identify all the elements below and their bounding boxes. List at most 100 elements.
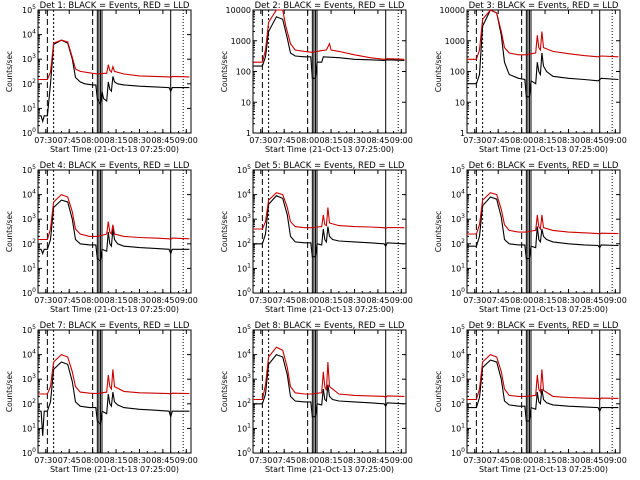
y-tick-label: 10000 — [440, 6, 465, 15]
chart-title: Det 6: BLACK = Events, RED = LLD — [469, 161, 619, 171]
x-tick-label: 07:45 — [487, 136, 510, 145]
x-tick-label: 07:45 — [273, 296, 296, 305]
series-line-events — [253, 16, 405, 79]
y-tick-label: 100 — [237, 447, 251, 458]
y-tick-exponent: 0 — [461, 287, 465, 294]
x-tick-label: 08:30 — [557, 136, 580, 145]
x-tick-label: 09:00 — [175, 456, 198, 465]
y-tick-label: 104 — [22, 349, 36, 360]
x-tick-label: 07:45 — [58, 136, 81, 145]
plot-frame — [252, 9, 407, 134]
x-axis-label: Start Time (21-Oct-13 07:25:00) — [265, 145, 394, 154]
x-tick-label: 08:15 — [105, 296, 128, 305]
y-tick-exponent: 5 — [32, 324, 36, 331]
series-line-lld — [467, 192, 619, 235]
x-tick-label: 09:00 — [604, 296, 627, 305]
x-tick-label: 09:00 — [390, 296, 413, 305]
x-tick-label: 09:00 — [604, 136, 627, 145]
series-line-lld — [38, 193, 190, 241]
chart-title: Det 4: BLACK = Events, RED = LLD — [40, 161, 190, 171]
x-tick-label: 08:00 — [81, 136, 104, 145]
y-tick-label: 102 — [22, 238, 36, 249]
x-tick-label: 08:45 — [151, 296, 174, 305]
x-tick-label: 07:30 — [249, 296, 272, 305]
series-line-lld — [253, 346, 405, 401]
y-axis-label: Counts/sec — [434, 51, 443, 92]
y-tick-label: 104 — [22, 29, 36, 40]
series-line-lld — [253, 192, 405, 230]
series-line-events — [467, 9, 619, 98]
y-tick-label: 100 — [22, 127, 36, 138]
y-tick-exponent: 2 — [461, 238, 465, 245]
y-tick-label: 101 — [22, 262, 36, 273]
x-tick-label: 08:45 — [366, 456, 389, 465]
y-tick-exponent: 0 — [461, 447, 465, 454]
chart-title: Det 9: BLACK = Events, RED = LLD — [469, 321, 619, 331]
y-tick-label: 100 — [236, 68, 251, 77]
x-tick-label: 08:15 — [320, 296, 343, 305]
x-axis-label: Start Time (21-Oct-13 07:25:00) — [50, 145, 179, 154]
y-tick-label: 1000 — [231, 37, 251, 46]
y-axis-label: Counts/sec — [5, 211, 14, 252]
y-tick-exponent: 5 — [247, 324, 251, 331]
x-tick-label: 08:30 — [128, 456, 151, 465]
x-tick-label: 08:30 — [128, 296, 151, 305]
y-tick-exponent: 4 — [32, 29, 36, 36]
x-tick-label: 09:00 — [175, 136, 198, 145]
x-tick-label: 07:30 — [463, 296, 486, 305]
x-tick-label: 09:00 — [390, 456, 413, 465]
series-line-lld — [467, 353, 619, 401]
x-tick-label: 08:30 — [343, 456, 366, 465]
x-tick-label: 08:45 — [151, 456, 174, 465]
y-tick-label: 101 — [22, 102, 36, 113]
x-tick-label: 09:00 — [604, 456, 627, 465]
series-line-lld — [467, 9, 619, 60]
y-tick-exponent: 4 — [247, 349, 251, 356]
x-tick-label: 08:00 — [296, 456, 319, 465]
y-tick-exponent: 5 — [461, 324, 465, 331]
y-tick-label: 101 — [451, 262, 465, 273]
y-tick-label: 103 — [451, 213, 465, 224]
chart-title: Det 1: BLACK = Events, RED = LLD — [40, 1, 190, 11]
plot-frame — [252, 329, 407, 454]
chart-title: Det 3: BLACK = Events, RED = LLD — [469, 1, 619, 11]
x-tick-label: 08:15 — [105, 456, 128, 465]
y-tick-exponent: 2 — [32, 78, 36, 85]
chart-title: Det 5: BLACK = Events, RED = LLD — [255, 161, 405, 171]
y-tick-exponent: 2 — [247, 238, 251, 245]
x-tick-label: 08:45 — [580, 456, 603, 465]
y-tick-label: 105 — [237, 164, 251, 175]
y-tick-exponent: 3 — [461, 213, 465, 220]
y-tick-exponent: 1 — [32, 102, 36, 109]
plot-frame — [37, 169, 192, 294]
x-tick-label: 08:00 — [296, 136, 319, 145]
x-tick-label: 08:15 — [320, 136, 343, 145]
series-line-events — [38, 361, 190, 436]
y-tick-label: 104 — [451, 349, 465, 360]
x-tick-label: 09:00 — [390, 136, 413, 145]
chart-panel-det-4: Det 4: BLACK = Events, RED = LLD 07:30 07:… — [5, 161, 198, 314]
x-axis-label: Start Time (21-Oct-13 07:25:00) — [479, 305, 608, 314]
y-tick-exponent: 0 — [32, 127, 36, 134]
y-tick-exponent: 0 — [32, 287, 36, 294]
y-tick-label: 103 — [237, 213, 251, 224]
y-tick-exponent: 1 — [247, 422, 251, 429]
y-tick-label: 100 — [22, 447, 36, 458]
plot-frame — [37, 9, 192, 134]
chart-panel-det-2: Det 2: BLACK = Events, RED = LLD 07:30 07:… — [220, 1, 413, 154]
y-tick-label: 102 — [451, 398, 465, 409]
y-tick-label: 103 — [22, 213, 36, 224]
series-line-events — [253, 195, 405, 258]
x-tick-label: 08:45 — [580, 296, 603, 305]
y-tick-exponent: 1 — [32, 262, 36, 269]
x-tick-label: 08:30 — [557, 296, 580, 305]
y-tick-exponent: 1 — [461, 262, 465, 269]
series-line-lld — [38, 39, 190, 81]
y-tick-exponent: 2 — [247, 398, 251, 405]
y-tick-exponent: 0 — [32, 447, 36, 454]
series-line-events — [467, 196, 619, 260]
x-tick-label: 08:15 — [534, 296, 557, 305]
y-tick-exponent: 2 — [32, 238, 36, 245]
x-tick-label: 07:45 — [273, 136, 296, 145]
